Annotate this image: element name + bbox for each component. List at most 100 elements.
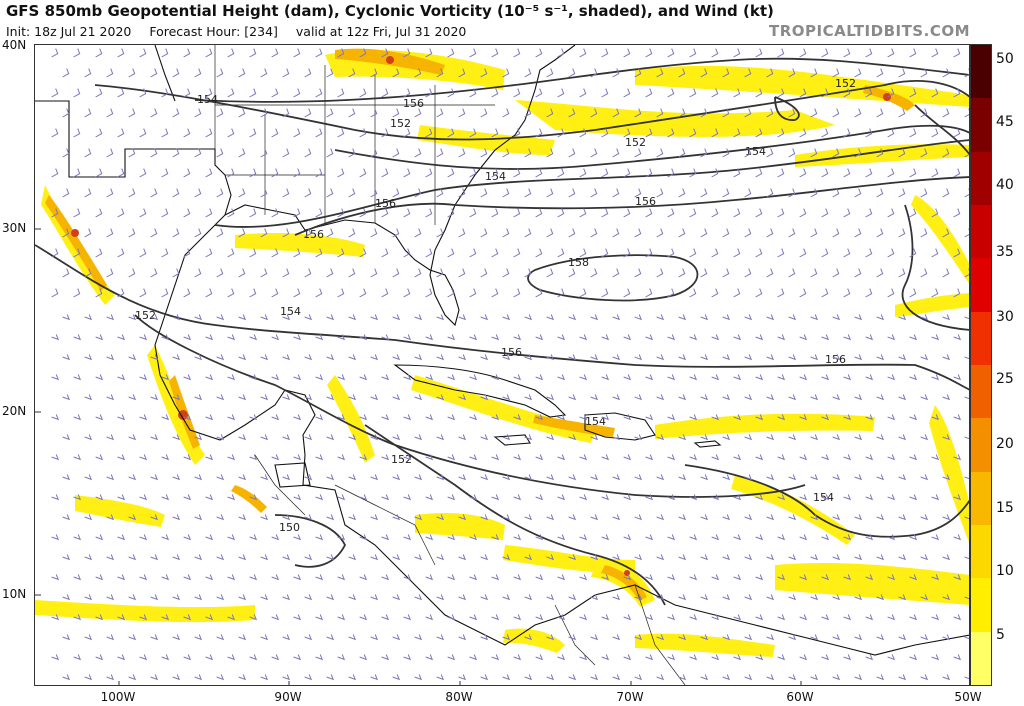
wind-barb [172, 514, 181, 521]
wind-barb [205, 288, 213, 298]
wind-barb [920, 314, 929, 321]
wind-barb [392, 514, 401, 521]
wind-barb [370, 474, 379, 481]
wind-barb [150, 68, 158, 78]
wind-barb [392, 148, 400, 158]
wind-barb [854, 68, 862, 78]
wind-barb [865, 48, 873, 58]
wind-barb [436, 314, 445, 321]
wind-barb [414, 68, 422, 78]
wind-barb [480, 108, 488, 118]
wind-barb [777, 128, 785, 138]
wind-barb [194, 148, 202, 158]
wind-barb [392, 474, 401, 481]
wind-barb [810, 314, 819, 321]
wind-barb [260, 68, 268, 78]
wind-barb [271, 414, 280, 421]
wind-barb [645, 534, 654, 541]
wind-barb [799, 288, 807, 298]
wind-barb [282, 434, 291, 441]
wind-barb [458, 474, 467, 481]
wind-barb [84, 314, 93, 321]
wind-barb [513, 654, 522, 661]
wind-barb [348, 514, 357, 521]
wind-barb [909, 88, 917, 98]
wind-barb [810, 268, 818, 278]
wind-barb [293, 654, 302, 661]
wind-barb [546, 394, 555, 401]
wind-barb [579, 168, 587, 178]
wind-barb [458, 268, 466, 278]
wind-barb [601, 494, 610, 501]
wind-barb [326, 108, 334, 118]
wind-barb [359, 48, 367, 58]
wind-barb [645, 48, 653, 58]
wind-barb [161, 614, 170, 621]
wind-barb [898, 228, 906, 238]
wind-barb [733, 128, 741, 138]
wind-barb [931, 454, 940, 461]
wind-barb [106, 434, 115, 441]
wind-barb [711, 574, 720, 581]
wind-barb [766, 554, 775, 561]
wind-barb [601, 208, 609, 218]
wind-barb [645, 88, 653, 98]
wind-barb [370, 354, 379, 361]
wind-barb [909, 534, 918, 541]
wind-barb [711, 208, 719, 218]
wind-barb [876, 474, 885, 481]
wind-barb [458, 434, 467, 441]
wind-barb [843, 454, 852, 461]
wind-barb [51, 48, 59, 58]
wind-barb [513, 534, 522, 541]
wind-barb [447, 414, 456, 421]
wind-barb [887, 248, 895, 258]
wind-barb [931, 614, 940, 621]
wind-barb [84, 674, 93, 681]
wind-barb [733, 414, 742, 421]
wind-barb [249, 334, 258, 341]
wind-barb [579, 654, 588, 661]
wind-barb [348, 474, 357, 481]
wind-barb [139, 414, 148, 421]
wind-barb [502, 434, 511, 441]
wind-barb [920, 188, 928, 198]
wind-barb [854, 634, 863, 641]
wind-barb [788, 434, 797, 441]
wind-barb [458, 554, 467, 561]
wind-barb [293, 48, 301, 58]
wind-barb [216, 394, 225, 401]
wind-barb [887, 288, 895, 298]
wind-barb [579, 288, 587, 298]
wind-barb [381, 534, 390, 541]
wind-barb [106, 394, 115, 401]
wind-barb [711, 168, 719, 178]
wind-barb [480, 394, 489, 401]
wind-barb [51, 248, 59, 258]
wind-barb [304, 674, 313, 681]
wind-barb [821, 168, 829, 178]
contour-label: 152 [391, 453, 412, 466]
wind-barb [436, 354, 445, 361]
wind-barb [667, 374, 676, 381]
wind-barb [304, 228, 312, 238]
wind-barb [51, 88, 59, 98]
wind-barb [326, 354, 335, 361]
wind-barb [238, 354, 247, 361]
wind-barb [876, 108, 884, 118]
wind-barb [909, 48, 917, 58]
wind-barb [887, 494, 896, 501]
wind-barb [414, 314, 423, 321]
wind-barb [612, 634, 621, 641]
wind-barb [876, 434, 885, 441]
wind-barb [689, 128, 697, 138]
wind-barb [414, 594, 423, 601]
wind-barb [700, 354, 709, 361]
wind-barb [436, 188, 444, 198]
wind-barb [678, 594, 687, 601]
wind-barb [744, 68, 752, 78]
wind-barb [95, 88, 103, 98]
wind-barb [260, 268, 268, 278]
wind-barb [821, 494, 830, 501]
lat-label-30n: 30N [2, 221, 27, 235]
